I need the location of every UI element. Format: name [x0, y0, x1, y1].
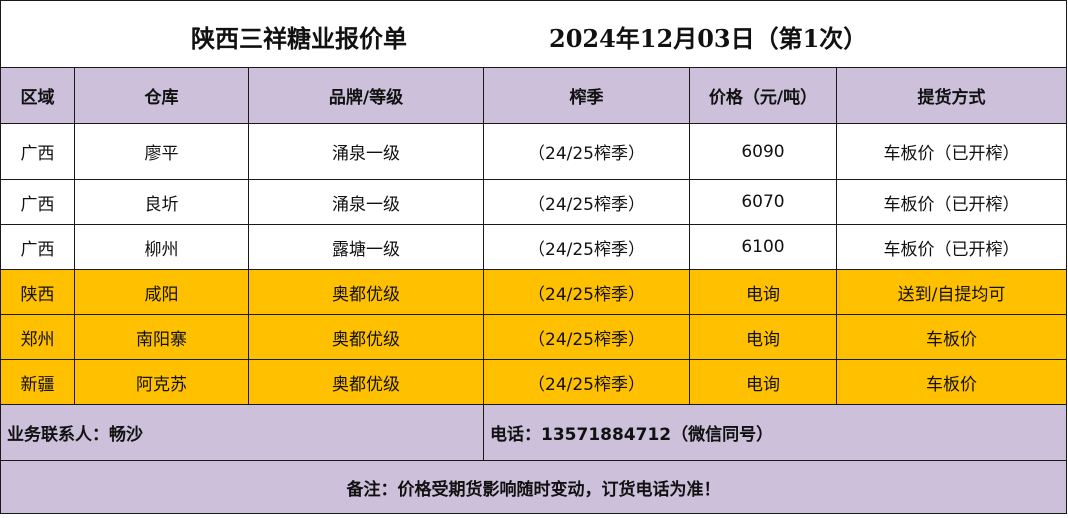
column-header-warehouse: 仓库 [74, 67, 249, 124]
region-cell: 郑州 [0, 314, 75, 360]
remark-note: 备注：价格受期货影响随时变动，订货电话为准！ [0, 460, 1068, 514]
price-cell: 电询 [689, 314, 837, 360]
column-header-brand: 品牌/等级 [248, 67, 484, 124]
brand-cell: 奥都优级 [248, 359, 484, 405]
region-cell: 广西 [0, 123, 75, 180]
warehouse-cell: 阿克苏 [74, 359, 249, 405]
table-row: 新疆 阿克苏 奥都优级 （24/25榨季） 电询 车板价 [0, 359, 1068, 405]
delivery-cell: 车板价 [835, 359, 1068, 405]
season-cell: （24/25榨季） [483, 179, 690, 225]
region-cell: 新疆 [0, 359, 75, 405]
warehouse-cell: 柳州 [74, 224, 249, 270]
contact-row: 业务联系人：畅沙 电话：13571884712（微信同号） [0, 404, 1068, 461]
table-row: 陕西 咸阳 奥都优级 （24/25榨季） 电询 送到/自提均可 [0, 269, 1068, 315]
sheet-title: 陕西三祥糖业报价单 [191, 24, 407, 53]
delivery-cell: 车板价（已开榨） [835, 179, 1068, 225]
warehouse-cell: 咸阳 [74, 269, 249, 315]
price-cell: 6070 [689, 179, 837, 225]
delivery-cell: 车板价（已开榨） [835, 123, 1068, 180]
region-cell: 陕西 [0, 269, 75, 315]
delivery-cell: 送到/自提均可 [835, 269, 1068, 315]
column-header-delivery: 提货方式 [835, 67, 1068, 124]
brand-cell: 奥都优级 [248, 314, 484, 360]
region-cell: 广西 [0, 224, 75, 270]
price-cell: 电询 [689, 359, 837, 405]
price-cell: 6100 [689, 224, 837, 270]
column-header-region: 区域 [0, 67, 75, 124]
note-row: 备注：价格受期货影响随时变动，订货电话为准！ [0, 460, 1068, 514]
table-row: 郑州 南阳寨 奥都优级 （24/25榨季） 电询 车板价 [0, 314, 1068, 360]
brand-cell: 涌泉一级 [248, 179, 484, 225]
warehouse-cell: 良圻 [74, 179, 249, 225]
warehouse-cell: 廖平 [74, 123, 249, 180]
title-cell: 陕西三祥糖业报价单 2024年12月03日（第1次） [0, 0, 1068, 68]
brand-cell: 涌泉一级 [248, 123, 484, 180]
table-row: 广西 良圻 涌泉一级 （24/25榨季） 6070 车板价（已开榨） [0, 179, 1068, 225]
season-cell: （24/25榨季） [483, 269, 690, 315]
season-cell: （24/25榨季） [483, 314, 690, 360]
brand-cell: 露塘一级 [248, 224, 484, 270]
column-header-row: 区域 仓库 品牌/等级 榨季 价格（元/吨） 提货方式 [0, 67, 1068, 124]
season-cell: （24/25榨季） [483, 359, 690, 405]
column-header-season: 榨季 [483, 67, 690, 124]
price-cell: 6090 [689, 123, 837, 180]
contact-phone: 电话：13571884712（微信同号） [482, 404, 1068, 461]
warehouse-cell: 南阳寨 [74, 314, 249, 360]
season-cell: （24/25榨季） [483, 123, 690, 180]
table-row: 广西 柳州 露塘一级 （24/25榨季） 6100 车板价（已开榨） [0, 224, 1068, 270]
table-row: 广西 廖平 涌泉一级 （24/25榨季） 6090 车板价（已开榨） [0, 123, 1068, 180]
column-header-price: 价格（元/吨） [689, 67, 837, 124]
delivery-cell: 车板价 [835, 314, 1068, 360]
brand-cell: 奥都优级 [248, 269, 484, 315]
contact-person: 业务联系人：畅沙 [0, 404, 484, 461]
title-row: 陕西三祥糖业报价单 2024年12月03日（第1次） [0, 0, 1068, 68]
season-cell: （24/25榨季） [483, 224, 690, 270]
delivery-cell: 车板价（已开榨） [835, 224, 1068, 270]
region-cell: 广西 [0, 179, 75, 225]
sheet-date: 2024年12月03日（第1次） [549, 24, 868, 53]
price-cell: 电询 [689, 269, 837, 315]
